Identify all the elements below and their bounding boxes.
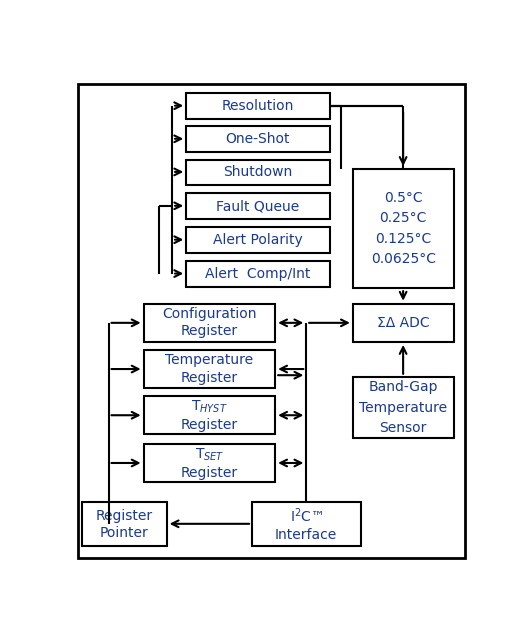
Bar: [144, 444, 275, 482]
Text: 0.5°C
0.25°C
0.125°C
0.0625°C: 0.5°C 0.25°C 0.125°C 0.0625°C: [371, 190, 436, 266]
Bar: [144, 350, 275, 389]
Bar: [186, 160, 329, 185]
Text: T$_{HYST}$
Register: T$_{HYST}$ Register: [181, 398, 238, 432]
Text: Register
Pointer: Register Pointer: [96, 508, 153, 540]
Bar: [186, 261, 329, 287]
Text: Temperature
Register: Temperature Register: [165, 354, 253, 385]
Bar: [252, 502, 361, 546]
Bar: [81, 502, 167, 546]
Bar: [144, 396, 275, 434]
Bar: [353, 169, 454, 288]
Text: I$^{2}$C™
Interface: I$^{2}$C™ Interface: [275, 506, 337, 542]
Text: Resolution: Resolution: [222, 99, 294, 113]
Text: Band-Gap
Temperature
Sensor: Band-Gap Temperature Sensor: [359, 380, 447, 435]
Text: Alert Polarity: Alert Polarity: [213, 233, 303, 247]
Bar: [186, 194, 329, 219]
Bar: [144, 304, 275, 342]
Text: Fault Queue: Fault Queue: [216, 199, 299, 213]
Bar: [353, 376, 454, 438]
Bar: [186, 227, 329, 253]
Text: ΣΔ ADC: ΣΔ ADC: [377, 316, 429, 330]
Text: Alert  Comp/Int: Alert Comp/Int: [205, 267, 310, 281]
Text: Shutdown: Shutdown: [223, 166, 293, 179]
Text: T$_{SET}$
Register: T$_{SET}$ Register: [181, 446, 238, 480]
Bar: [186, 127, 329, 152]
Bar: [353, 304, 454, 342]
Bar: [186, 94, 329, 118]
Text: One-Shot: One-Shot: [225, 132, 290, 147]
Text: Configuration
Register: Configuration Register: [162, 307, 257, 338]
